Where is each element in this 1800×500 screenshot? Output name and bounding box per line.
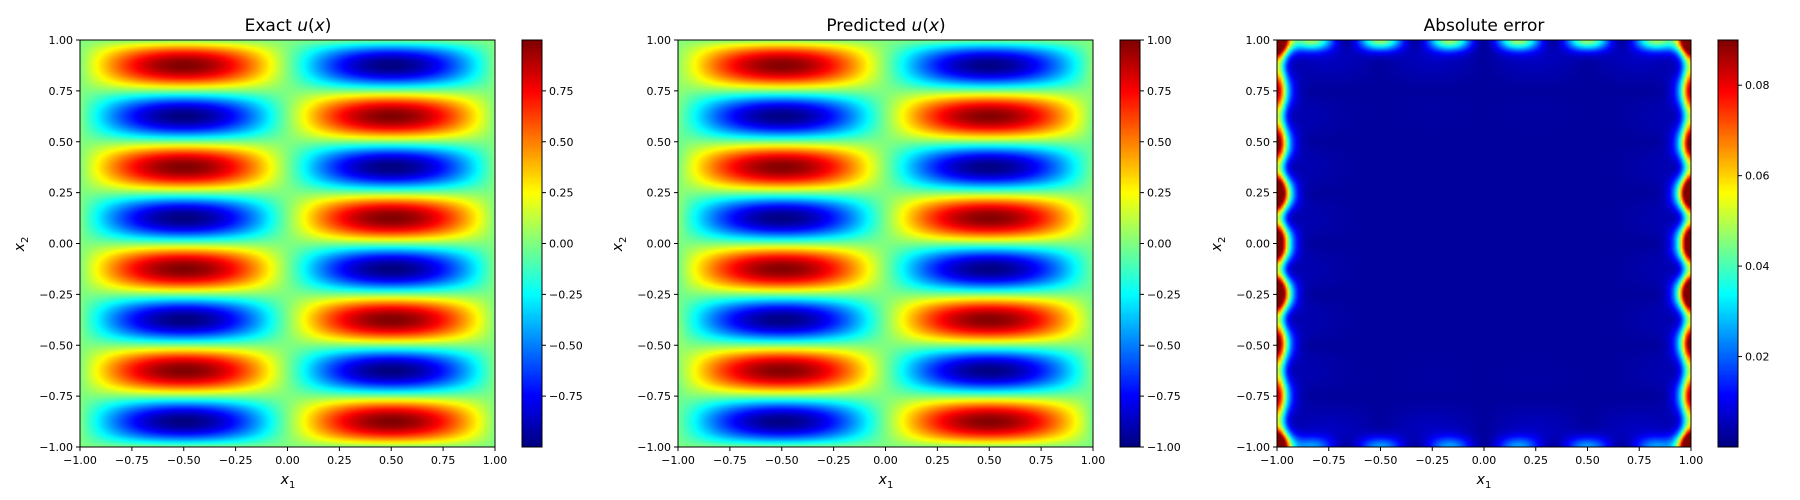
x-tick-label: 0.25 bbox=[327, 454, 352, 467]
x-tick-label: −0.75 bbox=[1312, 454, 1346, 467]
y-tick-label: −0.75 bbox=[39, 390, 73, 403]
colorbar-tick-label: 1.00 bbox=[1147, 34, 1172, 47]
colorbar-tick-label: −0.50 bbox=[549, 339, 583, 352]
colorbar-tick-label: 0.00 bbox=[549, 238, 574, 251]
panel-title: Absolute error bbox=[1424, 16, 1545, 36]
y-tick-label: 0.25 bbox=[49, 187, 74, 200]
x-tick-label: 1.00 bbox=[1679, 454, 1704, 467]
y-tick-label: 0.00 bbox=[49, 238, 74, 251]
colorbar-tick-label: 0.50 bbox=[549, 136, 574, 149]
heatmap-image bbox=[80, 40, 495, 447]
y-tick-label: 0.75 bbox=[49, 85, 74, 98]
y-tick-label: −0.75 bbox=[1236, 390, 1270, 403]
x-tick-label: 0.25 bbox=[925, 454, 950, 467]
colorbar-image bbox=[1718, 40, 1738, 447]
x-tick-label: −0.25 bbox=[219, 454, 253, 467]
y-tick-label: −0.50 bbox=[1236, 339, 1270, 352]
colorbar-tick-label: −0.25 bbox=[549, 288, 583, 301]
colorbar-tick-label: 0.00 bbox=[1147, 238, 1172, 251]
x-tick-label: −0.25 bbox=[817, 454, 851, 467]
colorbar-tick-label: 0.25 bbox=[549, 187, 574, 200]
colorbar-tick-group: −1.00 −0.75 −0.50 −0.25 0.00 0.25 0.50 0.75 1.00 bbox=[1140, 34, 1181, 454]
panel-error: Absolute error −1.00 −0.75 −0.50 −0.25 0.00 0… bbox=[1209, 16, 1770, 491]
colorbar-tick-label: −0.25 bbox=[1147, 288, 1181, 301]
y-tick-group: −1.00 −0.75 −0.50 −0.25 0.00 0.25 0.50 0.75 1.00 bbox=[637, 34, 678, 454]
y-tick-label: 1.00 bbox=[647, 34, 672, 47]
colorbar-image bbox=[1120, 40, 1140, 447]
y-tick-label: −1.00 bbox=[637, 441, 671, 454]
x-tick-label: 0.50 bbox=[379, 454, 404, 467]
x-tick-label: 0.25 bbox=[1524, 454, 1549, 467]
colorbar-tick-label: 0.50 bbox=[1147, 136, 1172, 149]
x-tick-label: −0.50 bbox=[765, 454, 799, 467]
panel-title: Predicted u(x) bbox=[826, 16, 945, 36]
y-tick-group: −1.00 −0.75 −0.50 −0.25 0.00 0.25 0.50 0.75 1.00 bbox=[39, 34, 80, 454]
x-tick-label: 0.75 bbox=[1627, 454, 1652, 467]
y-tick-label: −0.75 bbox=[637, 390, 671, 403]
x-tick-label: 0.75 bbox=[1029, 454, 1054, 467]
y-tick-label: 0.00 bbox=[647, 238, 672, 251]
x-tick-group: −1.00 −0.75 −0.50 −0.25 0.00 0.25 0.50 0.75 1.00 bbox=[63, 447, 507, 467]
panel-predicted: Predicted u(x) −1.00 −0.75 −0.50 −0.25 0.00 0… bbox=[610, 16, 1181, 491]
colorbar-tick-label: 0.04 bbox=[1745, 260, 1770, 273]
heatmap-image bbox=[678, 40, 1093, 447]
y-tick-label: 0.25 bbox=[647, 187, 672, 200]
x-tick-label: 0.00 bbox=[275, 454, 300, 467]
y-tick-group: −1.00 −0.75 −0.50 −0.25 0.00 0.25 0.50 0.75 1.00 bbox=[1236, 34, 1277, 454]
panel-exact: Exact u(x) −1.00 −0.75 −0.50 −0.25 0.00 0.25 0… bbox=[12, 16, 583, 491]
x-tick-group: −1.00 −0.75 −0.50 −0.25 0.00 0.25 0.50 0.75 1.00 bbox=[661, 447, 1105, 467]
y-tick-label: 0.25 bbox=[1246, 187, 1271, 200]
colorbar-tick-label: 0.75 bbox=[549, 85, 574, 98]
y-tick-label: 0.50 bbox=[647, 136, 672, 149]
x-tick-label: −1.00 bbox=[1260, 454, 1294, 467]
heatmap-image bbox=[1277, 40, 1691, 447]
x-tick-label: 1.00 bbox=[1081, 454, 1106, 467]
y-tick-label: 1.00 bbox=[1246, 34, 1271, 47]
colorbar-image bbox=[522, 40, 542, 447]
y-tick-label: −0.25 bbox=[39, 288, 73, 301]
colorbar-tick-label: −0.50 bbox=[1147, 339, 1181, 352]
x-tick-label: 0.00 bbox=[873, 454, 898, 467]
colorbar-frame bbox=[1717, 39, 1739, 448]
x-tick-label: −0.75 bbox=[115, 454, 149, 467]
colorbar-tick-label: −1.00 bbox=[1147, 441, 1181, 454]
y-tick-label: −1.00 bbox=[1236, 441, 1270, 454]
y-tick-label: −0.25 bbox=[637, 288, 671, 301]
y-tick-label: 0.50 bbox=[1246, 136, 1271, 149]
y-tick-label: 0.50 bbox=[49, 136, 74, 149]
x-tick-group: −1.00 −0.75 −0.50 −0.25 0.00 0.25 0.50 0.75 1.00 bbox=[1260, 447, 1703, 467]
colorbar-tick-label: 0.75 bbox=[1147, 85, 1172, 98]
x-tick-label: 1.00 bbox=[483, 454, 508, 467]
y-tick-label: −0.50 bbox=[637, 339, 671, 352]
x-tick-label: 0.50 bbox=[977, 454, 1002, 467]
y-tick-label: −0.25 bbox=[1236, 288, 1270, 301]
y-tick-label: 1.00 bbox=[49, 34, 74, 47]
panel-title: Exact u(x) bbox=[245, 16, 332, 36]
x-tick-label: 0.50 bbox=[1575, 454, 1600, 467]
colorbar-tick-label: 0.08 bbox=[1745, 79, 1770, 92]
colorbar-tick-group: −0.75 −0.50 −0.25 0.00 0.25 0.50 0.75 bbox=[542, 85, 583, 403]
y-tick-label: −1.00 bbox=[39, 441, 73, 454]
y-tick-label: 0.00 bbox=[1246, 238, 1271, 251]
y-tick-label: −0.50 bbox=[39, 339, 73, 352]
y-tick-label: 0.75 bbox=[647, 85, 672, 98]
x-tick-label: 0.00 bbox=[1472, 454, 1497, 467]
colorbar-tick-label: 0.06 bbox=[1745, 170, 1770, 183]
y-tick-label: 0.75 bbox=[1246, 85, 1271, 98]
colorbar-tick-group: 0.02 0.04 0.06 0.08 bbox=[1738, 79, 1770, 364]
colorbar-tick-label: 0.02 bbox=[1745, 351, 1770, 364]
colorbar-tick-label: −0.75 bbox=[1147, 390, 1181, 403]
x-tick-label: −0.50 bbox=[1364, 454, 1398, 467]
x-tick-label: −1.00 bbox=[63, 454, 97, 467]
x-tick-label: 0.75 bbox=[431, 454, 456, 467]
x-tick-label: −0.50 bbox=[167, 454, 201, 467]
x-tick-label: −0.75 bbox=[713, 454, 747, 467]
colorbar-tick-label: −0.75 bbox=[549, 390, 583, 403]
x-tick-label: −1.00 bbox=[661, 454, 695, 467]
x-tick-label: −0.25 bbox=[1415, 454, 1449, 467]
colorbar-tick-label: 0.25 bbox=[1147, 187, 1172, 200]
